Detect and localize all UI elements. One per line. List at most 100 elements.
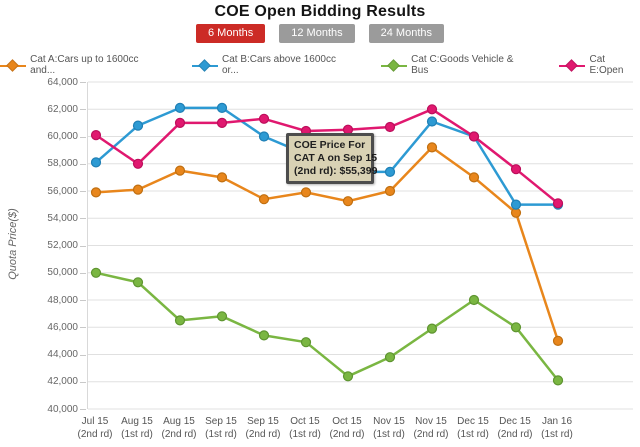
- legend-item-cat-a[interactable]: Cat A:Cars up to 1600cc and...: [0, 54, 162, 76]
- data-point-marker[interactable]: [510, 322, 522, 333]
- data-point-marker[interactable]: [426, 142, 438, 153]
- y-tick-label: 56,000: [47, 185, 78, 197]
- data-point-marker[interactable]: [510, 164, 522, 175]
- data-point-marker[interactable]: [90, 129, 102, 141]
- y-axis-tick: [80, 354, 86, 356]
- data-point-marker[interactable]: [90, 187, 102, 198]
- legend-series-marker-icon: [191, 58, 218, 72]
- data-point-marker[interactable]: [426, 104, 438, 115]
- series-line: [95, 271, 559, 382]
- x-tick-label: Sep 15 (1st rd): [205, 416, 237, 440]
- y-tick-label: 52,000: [47, 240, 78, 251]
- data-point-marker[interactable]: [132, 277, 144, 288]
- data-point-marker[interactable]: [132, 184, 144, 195]
- data-point-marker[interactable]: [468, 131, 480, 142]
- data-point-marker[interactable]: [258, 194, 270, 205]
- y-axis-tick: [80, 245, 86, 247]
- y-tick-label: 64,000: [47, 76, 78, 88]
- data-point-marker[interactable]: [90, 157, 102, 168]
- tab-6-months[interactable]: 6 Months: [196, 24, 266, 43]
- data-point-marker[interactable]: [216, 102, 228, 113]
- data-point-marker[interactable]: [342, 196, 354, 207]
- data-point-marker[interactable]: [174, 165, 186, 176]
- y-tick-label: 40,000: [47, 403, 78, 415]
- x-tick-label: Dec 15 (2nd rd): [497, 416, 533, 440]
- data-point-marker[interactable]: [258, 131, 270, 142]
- data-point-marker[interactable]: [174, 315, 186, 326]
- x-tick-label: Oct 15 (1st rd): [289, 416, 321, 440]
- data-point-marker[interactable]: [132, 120, 144, 131]
- y-axis-title: Quota Price($): [7, 208, 19, 280]
- y-tick-label: 46,000: [47, 321, 78, 333]
- x-tick-label: Dec 15 (1st rd): [457, 416, 489, 440]
- data-point-marker[interactable]: [90, 267, 102, 278]
- y-tick-label: 42,000: [47, 376, 78, 388]
- data-point-marker[interactable]: [384, 166, 396, 178]
- legend-label: Cat B:Cars above 1600cc or...: [222, 54, 336, 76]
- data-point-marker[interactable]: [384, 352, 396, 363]
- period-tabs: 6 Months 12 Months 24 Months: [0, 24, 640, 43]
- y-tick-label: 60,000: [47, 131, 78, 142]
- data-point-marker[interactable]: [426, 116, 438, 127]
- legend-label: Cat C:Goods Vehicle & Bus: [411, 54, 514, 76]
- y-axis-tick: [80, 218, 86, 220]
- data-point-marker[interactable]: [426, 323, 438, 334]
- data-point-marker[interactable]: [510, 199, 522, 210]
- tooltip-line: (2nd rd): $55,399: [294, 165, 378, 177]
- legend-item-cat-b[interactable]: Cat B:Cars above 1600cc or...: [191, 54, 351, 76]
- data-point-marker[interactable]: [174, 102, 186, 113]
- data-point-marker[interactable]: [468, 172, 480, 183]
- legend-series-marker-icon: [381, 58, 407, 72]
- y-axis-tick: [80, 136, 86, 138]
- chart-tooltip: COE Price For CAT A on Sep 15 (2nd rd): …: [286, 133, 378, 184]
- y-tick-label: 62,000: [47, 103, 78, 115]
- tab-12-months[interactable]: 12 Months: [279, 24, 355, 43]
- data-point-marker[interactable]: [174, 117, 186, 129]
- data-point-marker[interactable]: [216, 311, 228, 322]
- data-point-marker[interactable]: [216, 172, 228, 183]
- y-axis-tick: [80, 327, 86, 329]
- legend-label: Cat A:Cars up to 1600cc and...: [30, 54, 139, 76]
- x-tick-label: Jul 15 (2nd rd): [77, 416, 113, 440]
- y-axis-tick: [80, 191, 86, 192]
- data-point-marker[interactable]: [342, 371, 354, 382]
- data-point-marker[interactable]: [258, 113, 270, 124]
- data-point-marker[interactable]: [300, 337, 312, 348]
- y-tick-label: 58,000: [47, 158, 78, 170]
- plot-area: [87, 81, 633, 410]
- x-tick-label: Aug 15 (2nd rd): [161, 416, 197, 440]
- tab-24-months[interactable]: 24 Months: [368, 24, 444, 43]
- data-point-marker[interactable]: [384, 185, 396, 197]
- legend-item-cat-c[interactable]: Cat C:Goods Vehicle & Bus: [381, 54, 529, 76]
- page-title: COE Open Bidding Results: [214, 3, 426, 20]
- x-tick-label: Jan 16 (1st rd): [541, 416, 573, 440]
- series-line: [95, 146, 560, 342]
- series-line: [95, 108, 559, 205]
- data-point-marker[interactable]: [300, 187, 312, 198]
- data-point-marker[interactable]: [384, 121, 396, 133]
- y-tick-label: 44,000: [47, 349, 78, 360]
- data-point-marker[interactable]: [552, 198, 564, 209]
- data-point-marker[interactable]: [258, 330, 270, 341]
- legend-item-cat-e[interactable]: Cat E:Open: [559, 54, 640, 76]
- data-point-marker[interactable]: [552, 375, 564, 386]
- data-point-marker[interactable]: [216, 117, 228, 129]
- y-axis-tick: [80, 163, 86, 165]
- y-tick-label: 54,000: [47, 212, 78, 224]
- y-tick-label: 48,000: [47, 294, 78, 306]
- x-tick-label: Oct 15 (2nd rd): [329, 416, 365, 440]
- data-point-marker[interactable]: [552, 335, 564, 346]
- x-tick-label: Aug 15 (1st rd): [121, 416, 153, 440]
- data-point-marker[interactable]: [468, 294, 480, 306]
- x-tick-label: Sep 15 (2nd rd): [245, 416, 281, 440]
- y-axis-tick: [80, 381, 86, 383]
- y-tick-label: 50,000: [47, 267, 78, 279]
- legend-label: Cat E:Open: [589, 54, 624, 76]
- y-axis-tick: [80, 300, 86, 301]
- data-point-marker[interactable]: [132, 158, 144, 169]
- y-axis-tick: [80, 409, 86, 410]
- x-tick-label: Nov 15 (1st rd): [373, 416, 405, 440]
- x-tick-label: Nov 15 (2nd rd): [413, 416, 449, 440]
- tooltip-line: COE Price For: [294, 139, 366, 151]
